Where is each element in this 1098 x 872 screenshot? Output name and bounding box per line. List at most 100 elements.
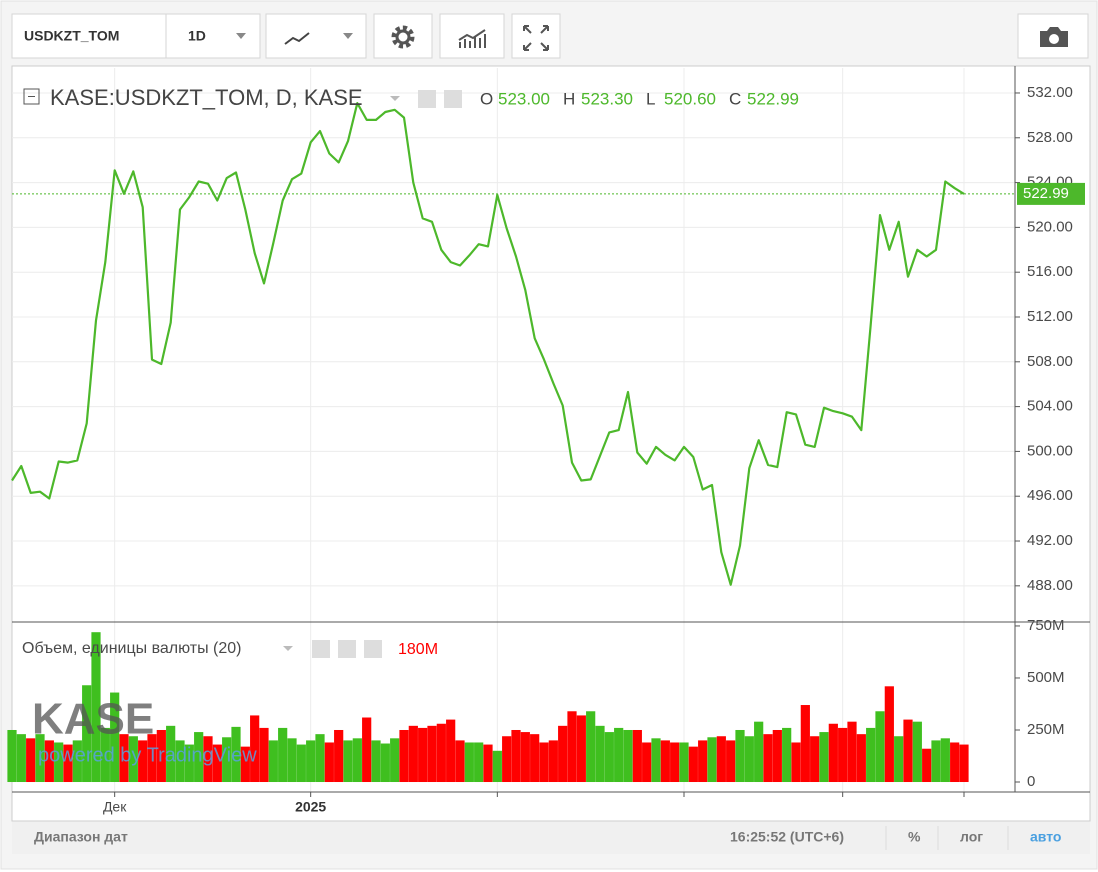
volume-bar (54, 742, 64, 783)
log-toggle[interactable]: лог (960, 829, 983, 845)
percent-toggle[interactable]: % (908, 829, 921, 845)
eye-icon[interactable] (418, 90, 436, 108)
volume-bar (194, 732, 204, 783)
legend-title: KASE:USDKZT_TOM, D, KASE (50, 85, 363, 110)
volume-bar (950, 742, 960, 783)
volume-bar (203, 736, 213, 783)
ohlc-key: H (563, 89, 575, 108)
collapse-icon[interactable] (23, 88, 40, 105)
volume-bar (819, 732, 829, 783)
watermark-powered: powered by TradingView (38, 744, 257, 766)
volume-bar (399, 729, 409, 783)
last-price-label: 522.99 (1023, 185, 1069, 202)
volume-bar (716, 736, 726, 783)
volume-bar (884, 686, 894, 783)
eye-icon[interactable] (312, 640, 330, 658)
volume-bar (147, 734, 157, 783)
volume-bar (838, 727, 848, 783)
volume-bar (502, 736, 512, 783)
volume-bar (156, 729, 166, 783)
volume-bar (679, 742, 689, 783)
volume-bar (894, 736, 904, 783)
volume-bar (754, 721, 764, 783)
fullscreen-icon (523, 25, 549, 51)
volume-bar (511, 729, 521, 783)
dropdown-arrow (390, 96, 400, 101)
volume-bar (324, 742, 334, 783)
volume-bar (212, 744, 222, 783)
y-tick-label: 508.00 (1027, 353, 1073, 370)
close-icon[interactable] (364, 640, 382, 658)
volume-bar (866, 727, 876, 783)
volume-bar (287, 738, 297, 783)
volume-bar (735, 729, 745, 783)
volume-bar (72, 740, 82, 783)
volume-bar (408, 725, 418, 783)
volume-bar (278, 727, 288, 783)
volume-bar (530, 734, 540, 783)
dropdown-arrow (236, 33, 246, 39)
fullscreen-button[interactable] (511, 13, 561, 59)
volume-bar (35, 734, 45, 783)
symbol-button[interactable] (11, 13, 167, 59)
interval-button[interactable] (165, 13, 261, 59)
indicators-button[interactable] (439, 13, 505, 59)
volume-bar (782, 727, 792, 783)
volume-bar (418, 727, 428, 783)
chart-area (11, 65, 1091, 822)
volume-bar (63, 744, 73, 783)
y-tick-label: 750M (1027, 617, 1065, 634)
volume-bar (763, 734, 773, 783)
gear-icon (395, 29, 411, 45)
date-range[interactable]: Диапазон дат (34, 829, 128, 845)
volume-bar (474, 742, 484, 783)
y-tick-label: 512.00 (1027, 308, 1073, 325)
y-tick-label: 504.00 (1027, 398, 1073, 415)
y-tick-label: 520.00 (1027, 218, 1073, 235)
volume-bar (184, 744, 194, 783)
y-tick-label: 532.00 (1027, 84, 1073, 101)
volume-bar (455, 740, 465, 783)
settings-button[interactable] (373, 13, 433, 59)
volume-bar (315, 734, 325, 783)
last-price-badge (1017, 182, 1085, 205)
volume-title: Объем, единицы валюты (20) (22, 640, 242, 657)
volume-bar (828, 723, 838, 783)
volume-bar (296, 744, 306, 783)
volume-bar (100, 727, 110, 783)
volume-bar (492, 750, 502, 783)
volume-bar (520, 732, 530, 783)
volume-bar (166, 725, 176, 783)
y-tick-label: 500M (1027, 669, 1065, 686)
volume-bar (427, 725, 437, 783)
ohlc-key: C (729, 89, 741, 108)
volume-bar (548, 740, 558, 783)
camera-icon (1049, 34, 1059, 44)
ohlc-key: L (646, 89, 655, 108)
volume-bar (810, 736, 820, 783)
clock: 16:25:52 (UTC+6) (730, 829, 844, 845)
volume-bar (464, 742, 474, 783)
volume-bar (959, 744, 969, 783)
settings-icon[interactable] (444, 90, 462, 108)
y-tick-label: 492.00 (1027, 532, 1073, 549)
volume-bar (446, 719, 456, 783)
y-tick-label: 488.00 (1027, 577, 1073, 594)
volume-bar (268, 740, 278, 783)
settings-icon[interactable] (338, 640, 356, 658)
volume-bar (688, 746, 698, 783)
volume-bar (539, 742, 549, 783)
volume-bar (856, 734, 866, 783)
auto-toggle[interactable]: авто (1030, 829, 1061, 845)
volume-bar (222, 737, 232, 783)
volume-bar (175, 740, 185, 783)
volume-bar (614, 727, 624, 783)
volume-bar (726, 740, 736, 783)
volume-bar (250, 715, 260, 783)
x-tick-label: 2025 (295, 799, 326, 815)
volume-bar (604, 732, 614, 783)
chart-type-button[interactable] (265, 13, 367, 59)
volume-bar (651, 738, 661, 783)
y-tick-label: 528.00 (1027, 129, 1073, 146)
volume-last: 180M (398, 641, 438, 658)
